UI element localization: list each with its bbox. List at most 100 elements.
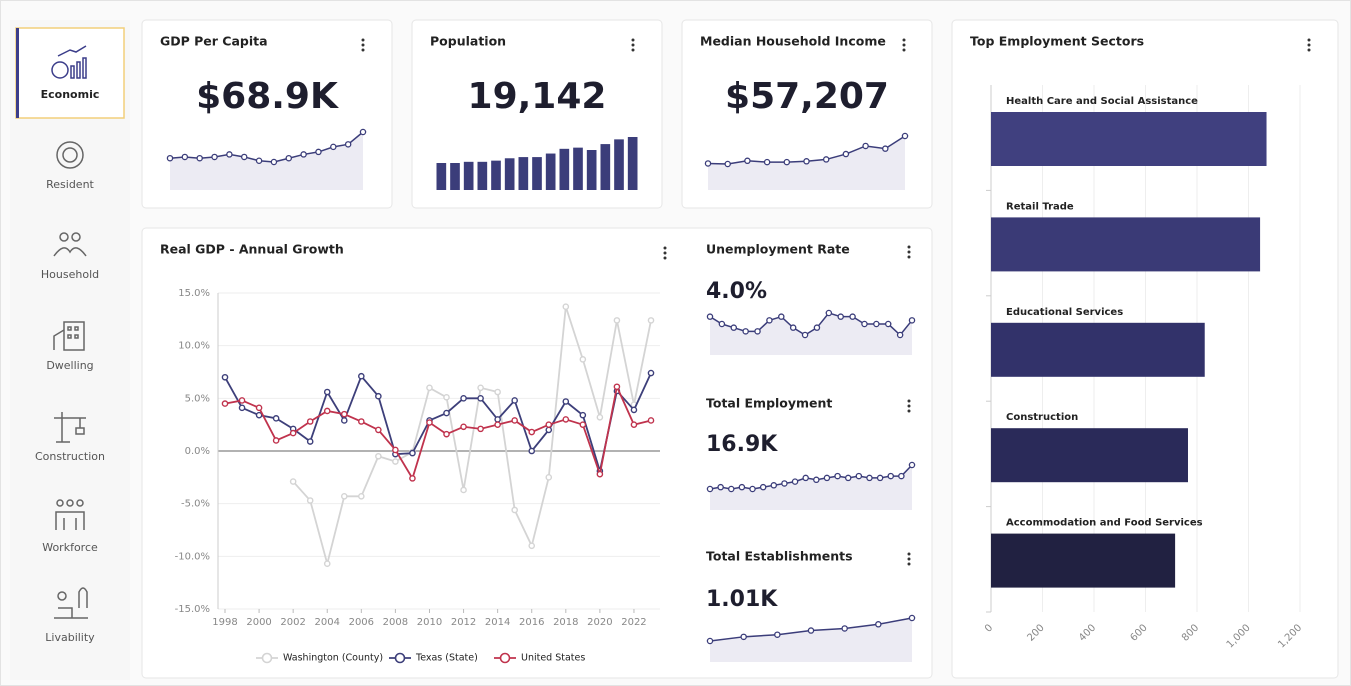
series-point <box>511 397 518 404</box>
x-tick-label: 2006 <box>349 617 374 628</box>
series-point <box>323 388 331 396</box>
icon-household <box>53 232 87 257</box>
spark-point <box>841 625 848 632</box>
spark-point <box>181 153 189 161</box>
series-point <box>460 423 467 431</box>
spark-point <box>801 331 809 339</box>
series-point <box>579 411 587 419</box>
menu-dot <box>361 48 365 52</box>
y-tick-label: -15.0% <box>175 604 210 615</box>
icon-resident <box>56 141 84 169</box>
nav-label[interactable]: Economic <box>41 88 100 101</box>
series-point <box>511 506 518 514</box>
series-point <box>545 426 553 434</box>
menu-dot <box>907 557 911 561</box>
nav-label[interactable]: Workforce <box>42 541 98 554</box>
spark-point <box>778 313 785 320</box>
spark-bar <box>600 144 611 190</box>
spark-point <box>908 317 916 324</box>
series-point <box>443 393 450 401</box>
series-point <box>528 447 536 455</box>
spark-point <box>740 633 747 641</box>
series-point <box>613 383 621 391</box>
series-point <box>221 373 229 381</box>
series-point <box>289 429 297 437</box>
spark-point <box>763 158 771 166</box>
menu-dot <box>631 43 635 47</box>
series-point <box>528 542 536 550</box>
series-point <box>375 426 382 434</box>
x-tick-label: 2022 <box>621 617 646 628</box>
series-point <box>272 415 280 422</box>
series-point <box>647 369 655 377</box>
series-point <box>630 421 638 428</box>
series-point <box>579 356 587 363</box>
series-point <box>375 392 382 400</box>
spark-point <box>196 154 203 162</box>
series-point <box>221 400 229 407</box>
spark-point <box>270 158 278 166</box>
bar <box>991 428 1188 483</box>
series-point <box>340 417 348 424</box>
spark-bar <box>559 148 570 190</box>
spark-point <box>896 331 904 339</box>
series-point <box>596 413 604 421</box>
x-tick-label: 2014 <box>485 617 510 628</box>
category-label: Health Care and Social Assistance <box>1006 96 1198 107</box>
kpi-value: 4.0% <box>706 279 767 304</box>
series-point <box>358 492 365 500</box>
spark-point <box>898 472 905 480</box>
series-point <box>306 418 314 425</box>
series-point <box>238 397 246 404</box>
series-point <box>375 452 382 460</box>
legend-label[interactable]: Texas (State) <box>415 653 478 664</box>
x-tick-label: 1998 <box>212 617 237 628</box>
spark-point <box>730 324 738 331</box>
y-tick-label: 5.0% <box>185 393 210 404</box>
kpi-value: $57,207 <box>725 76 889 117</box>
x-tick-label: 2018 <box>553 617 578 628</box>
series-point <box>562 303 570 310</box>
series-point <box>358 372 365 380</box>
series-point <box>562 398 570 405</box>
series-point <box>545 421 553 428</box>
series-point <box>409 475 416 482</box>
y-tick-label: -10.0% <box>175 551 210 562</box>
nav-label[interactable]: Construction <box>35 450 105 463</box>
spark-area <box>710 465 912 510</box>
series-point <box>511 417 518 424</box>
kpi-title: Median Household Income <box>700 34 886 49</box>
bar <box>991 533 1176 588</box>
menu-dot <box>907 245 911 249</box>
legend-label[interactable]: United States <box>521 653 585 664</box>
series-point <box>647 317 655 324</box>
spark-point <box>226 151 233 158</box>
menu-dot <box>902 43 906 47</box>
series-point <box>426 384 433 392</box>
spark-point <box>825 309 833 317</box>
nav-label[interactable]: Household <box>41 268 99 281</box>
nav-label[interactable]: Resident <box>46 178 94 191</box>
nav-label[interactable]: Dwelling <box>46 359 93 372</box>
series-point <box>613 317 621 324</box>
legend-label[interactable]: Washington (County) <box>283 653 383 664</box>
spark-point <box>908 614 916 622</box>
menu-dot <box>907 250 911 254</box>
spark-point <box>837 313 844 320</box>
spark-point <box>300 151 307 158</box>
menu-dot <box>1307 48 1311 52</box>
spark-point <box>759 483 767 491</box>
spark-bar <box>573 147 583 190</box>
series-point <box>358 418 365 425</box>
spark-bar <box>545 153 556 190</box>
spark-point <box>770 482 778 489</box>
nav-label[interactable]: Livability <box>45 631 95 644</box>
spark-point <box>211 153 218 161</box>
series-point <box>255 411 263 419</box>
card <box>141 227 933 679</box>
legend-marker <box>394 652 406 664</box>
spark-area <box>170 132 363 190</box>
x-tick-label: 2016 <box>519 617 544 628</box>
active-nav-item[interactable] <box>15 27 125 119</box>
menu-dot <box>902 48 906 52</box>
